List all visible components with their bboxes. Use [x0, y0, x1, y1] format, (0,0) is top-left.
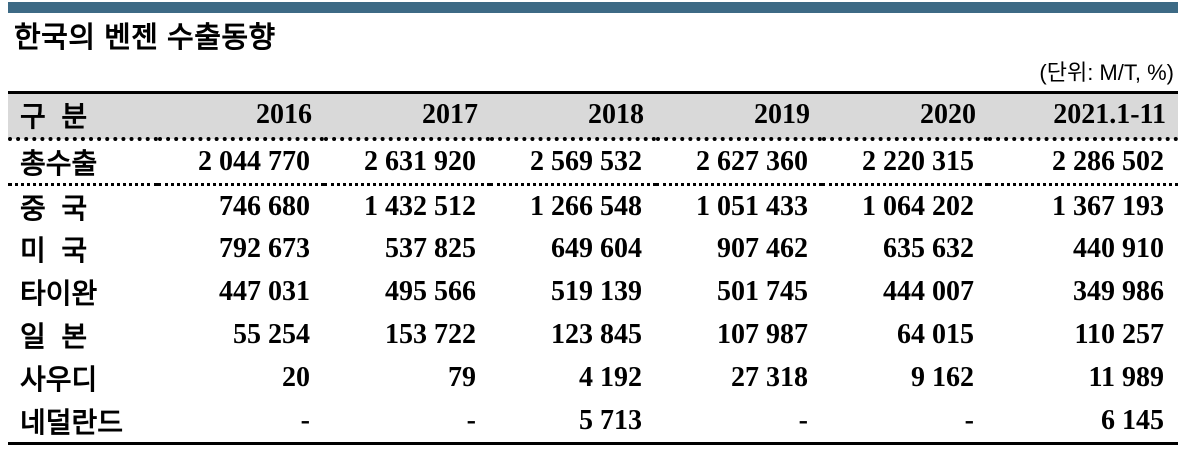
benzene-export-table: 구 분 2016 2017 2018 2019 2020 2021.1-11 총수출 2 04…	[8, 91, 1178, 445]
value-cell: 4 192	[579, 362, 642, 393]
value-cell: -	[798, 404, 808, 436]
value-cell: 55 254	[233, 319, 310, 350]
unit-note: (단위: M/T, %)	[1039, 60, 1174, 85]
column-header-year: 2020	[822, 92, 988, 141]
value-cell: 2 631 920	[324, 138, 490, 186]
value-cell: 649 604	[551, 233, 642, 264]
table-row: 일 본 55 254 153 722 123 845 107 987 64 015 110 …	[8, 314, 1178, 357]
value-cell: 153 722	[385, 319, 476, 350]
table-header: 구 분 2016 2017 2018 2019 2020 2021.1-11	[8, 92, 1178, 141]
value-cell: 907 462	[717, 233, 808, 264]
top-accent-bar	[8, 2, 1178, 13]
value-cell: 6 145	[1101, 404, 1164, 436]
column-header-category: 구 분	[8, 92, 158, 141]
column-header-year: 2019	[656, 92, 822, 141]
value-cell: 2 286 502	[988, 138, 1178, 186]
value-cell: 1 064 202	[862, 190, 974, 222]
value-cell: 447 031	[219, 276, 310, 307]
column-header-year: 2018	[490, 92, 656, 141]
value-cell: 746 680	[219, 190, 310, 222]
column-header-year: 2021.1-11	[988, 92, 1178, 141]
row-label: 중 국	[20, 192, 88, 224]
row-label: 총수출	[8, 138, 158, 186]
table-row: 네덜란드 - - 5 713 - - 6 145	[8, 400, 1178, 444]
value-cell: 1 051 433	[696, 190, 808, 222]
value-cell: 9 162	[911, 362, 974, 393]
value-cell: 501 745	[717, 276, 808, 307]
row-label: 미 국	[20, 235, 88, 266]
value-cell: 635 632	[883, 233, 974, 264]
value-cell: 123 845	[551, 319, 642, 350]
value-cell: 20	[282, 362, 310, 393]
value-cell: 110 257	[1074, 319, 1164, 350]
value-cell: 495 566	[385, 276, 476, 307]
value-cell: -	[964, 404, 974, 436]
value-cell: 1 367 193	[1052, 190, 1164, 222]
value-cell: 792 673	[219, 233, 310, 264]
value-cell: 2 044 770	[158, 138, 324, 186]
row-label: 일 본	[20, 321, 88, 352]
row-label: 네덜란드	[20, 406, 124, 438]
value-cell: 2 569 532	[490, 138, 656, 186]
value-cell: 79	[448, 362, 476, 393]
header-row: 구 분 2016 2017 2018 2019 2020 2021.1-11	[8, 92, 1178, 141]
value-cell: -	[300, 404, 310, 436]
table-row: 총수출 2 044 770 2 631 920 2 569 532 2 627 360 2…	[8, 138, 1178, 186]
table-title: 한국의 벤젠 수출동향	[14, 22, 276, 54]
value-cell: 444 007	[883, 276, 974, 307]
column-header-year: 2017	[324, 92, 490, 141]
row-label: 사우디	[20, 364, 98, 395]
value-cell: 5 713	[579, 404, 642, 436]
value-cell: 537 825	[385, 233, 476, 264]
row-label: 타이완	[20, 278, 98, 309]
table-row: 미 국 792 673 537 825 649 604 907 462 635 632 44…	[8, 228, 1178, 271]
value-cell: 349 986	[1073, 276, 1164, 307]
table-row: 사우디 20 79 4 192 27 318 9 162 11 989	[8, 357, 1178, 400]
value-cell: -	[466, 404, 476, 436]
value-cell: 1 432 512	[364, 190, 476, 222]
value-cell: 519 139	[551, 276, 642, 307]
table-row: 중 국 746 680 1 432 512 1 266 548 1 051 433 1 0…	[8, 184, 1178, 228]
value-cell: 1 266 548	[530, 190, 642, 222]
column-header-year: 2016	[158, 92, 324, 141]
value-cell: 2 627 360	[656, 138, 822, 186]
value-cell: 27 318	[731, 362, 808, 393]
value-cell: 64 015	[897, 319, 974, 350]
value-cell: 107 987	[717, 319, 808, 350]
value-cell: 440 910	[1073, 233, 1164, 264]
table-row: 타이완 447 031 495 566 519 139 501 745 444 007 34…	[8, 271, 1178, 314]
page: 한국의 벤젠 수출동향 (단위: M/T, %) 구 분 2016 2017 2018…	[0, 2, 1186, 445]
value-cell: 11 989	[1088, 362, 1164, 393]
value-cell: 2 220 315	[822, 138, 988, 186]
